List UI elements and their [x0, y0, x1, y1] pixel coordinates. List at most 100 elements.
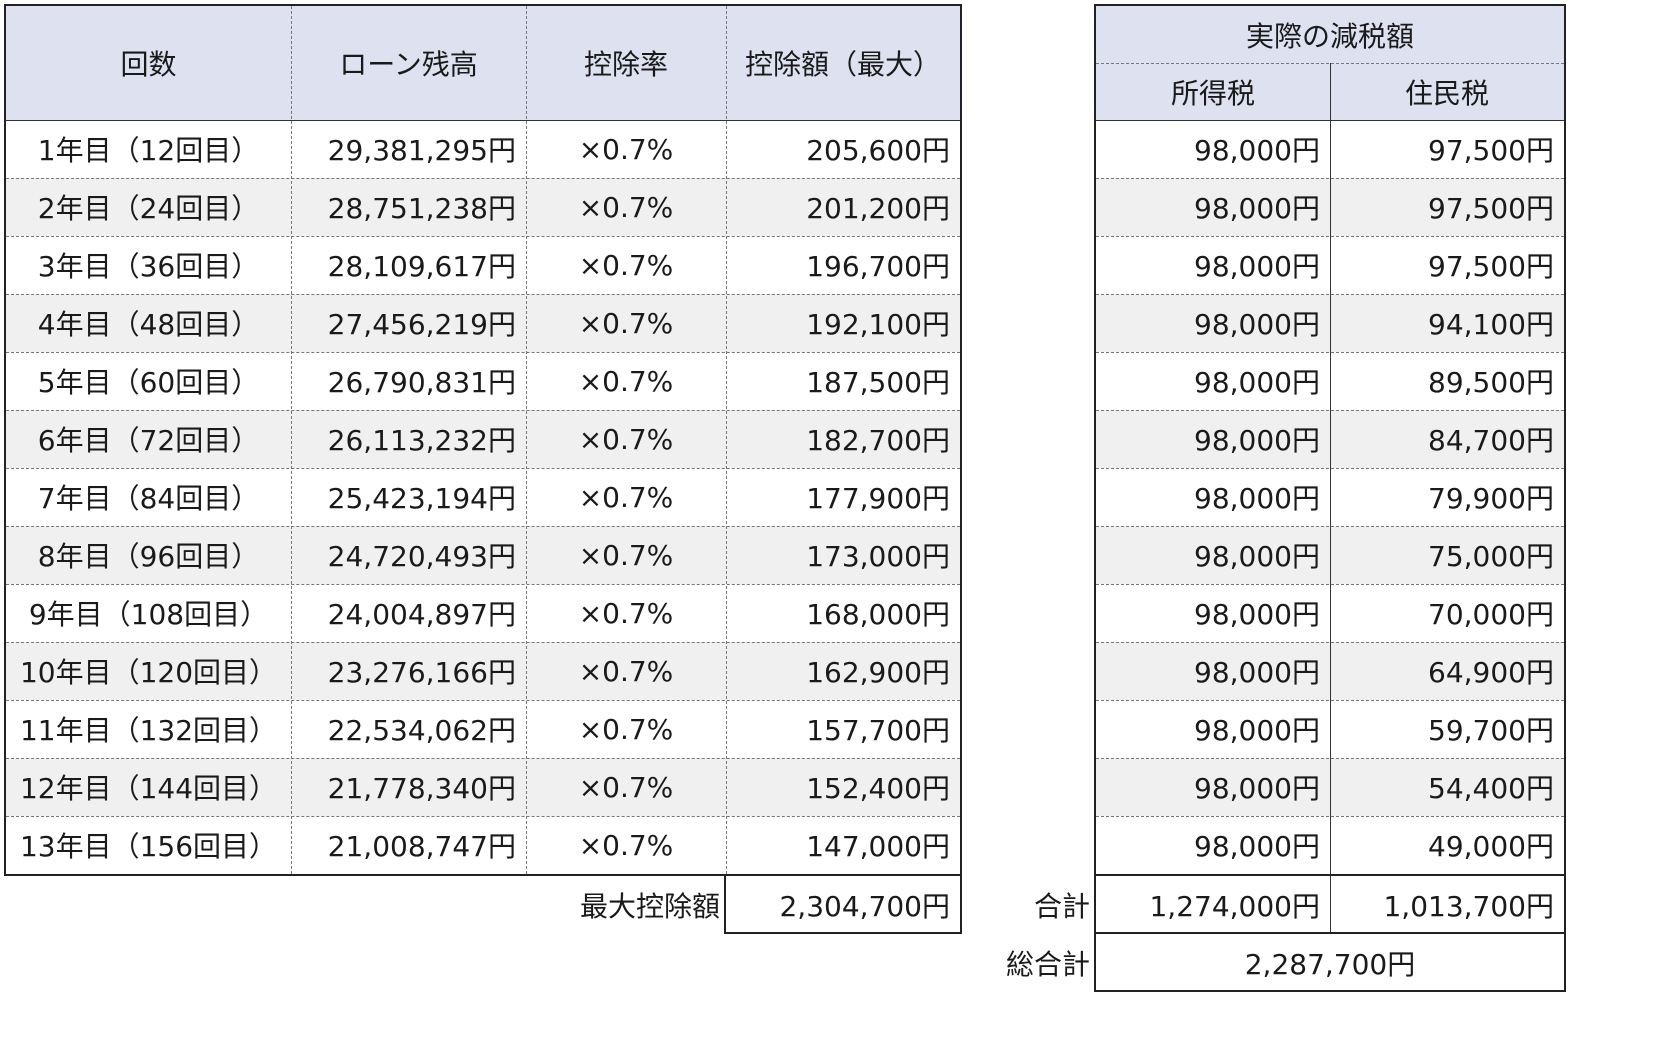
rate-cell: ×0.7% — [578, 828, 674, 862]
amount-cell: 177,900円 — [806, 482, 950, 515]
amount-cell: 187,500円 — [806, 366, 950, 399]
row-divider — [6, 410, 960, 411]
row-divider — [6, 584, 960, 585]
amount-cell: 168,000円 — [806, 598, 950, 631]
income-tax-cell: 98,000円 — [1096, 410, 1330, 468]
resident-tax-cell: 64,900円 — [1330, 642, 1564, 700]
period-cell: 2年目（24回目） — [6, 178, 291, 236]
balance-cell: 24,720,493円 — [291, 526, 526, 584]
header-loan-balance: ローン残高 — [291, 6, 526, 120]
grand-total-value: 2,287,700円 — [1244, 948, 1416, 981]
income-tax-cell: 98,000円 — [1194, 598, 1320, 631]
period-cell: 12年目（144回目） — [6, 758, 291, 816]
subtotal-label: 合計 — [1033, 890, 1090, 923]
resident-tax-cell: 97,500円 — [1330, 178, 1564, 236]
income-tax-cell: 98,000円 — [1194, 830, 1320, 863]
header-deduction-rate: 控除率 — [526, 6, 726, 120]
max-deduction-value: 2,304,700円 — [779, 890, 950, 923]
balance-cell: 23,276,166円 — [291, 642, 526, 700]
rate-cell: ×0.7% — [526, 178, 726, 236]
rate-cell: ×0.7% — [578, 712, 674, 746]
row-divider — [6, 178, 960, 179]
column-divider — [526, 6, 527, 874]
resident-tax-cell: 70,000円 — [1428, 598, 1554, 631]
row-divider — [6, 120, 960, 121]
balance-cell: 21,008,747円 — [327, 830, 516, 863]
income-tax-cell: 98,000円 — [1194, 482, 1320, 515]
balance-cell: 24,004,897円 — [327, 598, 516, 631]
period-cell: 1年目（12回目） — [37, 134, 260, 167]
amount-cell: 157,700円 — [806, 714, 950, 747]
balance-cell: 25,423,194円 — [327, 482, 516, 515]
header-kaisu: 回数 — [6, 6, 291, 120]
resident-tax-cell: 49,000円 — [1428, 830, 1554, 863]
period-cell: 4年目（48回目） — [6, 294, 291, 352]
header-deduction-amount: 控除額（最大） — [726, 6, 960, 120]
row-divider — [6, 236, 960, 237]
subtotal-divider — [1330, 876, 1331, 934]
amount-cell: 182,700円 — [726, 410, 960, 468]
amount-cell: 205,600円 — [806, 134, 950, 167]
period-cell: 9年目（108回目） — [28, 598, 269, 631]
max-deduction-box — [724, 874, 962, 934]
balance-cell: 21,778,340円 — [291, 758, 526, 816]
subtotal-income-tax: 1,274,000円 — [1149, 890, 1320, 923]
rate-cell: ×0.7% — [526, 642, 726, 700]
row-divider — [6, 294, 960, 295]
rate-cell: ×0.7% — [526, 410, 726, 468]
resident-tax-cell: 97,500円 — [1428, 250, 1554, 283]
balance-cell: 29,381,295円 — [327, 134, 516, 167]
header-income-tax: 所得税 — [1096, 63, 1330, 120]
balance-cell: 22,534,062円 — [327, 714, 516, 747]
amount-cell: 162,900円 — [726, 642, 960, 700]
balance-cell: 28,751,238円 — [291, 178, 526, 236]
row-divider — [6, 468, 960, 469]
left-table-border — [4, 4, 962, 876]
amount-cell: 147,000円 — [806, 830, 950, 863]
balance-cell: 26,790,831円 — [327, 366, 516, 399]
row-divider — [6, 700, 960, 701]
income-tax-cell: 98,000円 — [1194, 714, 1320, 747]
resident-tax-cell: 54,400円 — [1330, 758, 1564, 816]
period-cell: 10年目（120回目） — [6, 642, 291, 700]
income-tax-cell: 98,000円 — [1096, 294, 1330, 352]
grand-total-label: 総合計 — [1005, 948, 1090, 981]
resident-tax-cell: 97,500円 — [1428, 134, 1554, 167]
period-cell: 11年目（132回目） — [19, 714, 278, 747]
resident-tax-cell: 59,700円 — [1428, 714, 1554, 747]
amount-cell: 152,400円 — [726, 758, 960, 816]
rate-cell: ×0.7% — [578, 480, 674, 514]
income-tax-cell: 98,000円 — [1096, 758, 1330, 816]
period-cell: 13年目（156回目） — [19, 830, 278, 863]
rate-cell: ×0.7% — [578, 596, 674, 630]
resident-tax-cell: 89,500円 — [1428, 366, 1554, 399]
row-divider — [6, 352, 960, 353]
right-table-border — [1094, 4, 1566, 876]
period-cell: 3年目（36回目） — [37, 250, 260, 283]
resident-tax-cell: 75,000円 — [1330, 526, 1564, 584]
header-actual-reduction: 実際の減税額 — [1096, 6, 1564, 63]
subtotal-resident-tax: 1,013,700円 — [1383, 890, 1554, 923]
rate-cell: ×0.7% — [578, 364, 674, 398]
income-tax-cell: 98,000円 — [1194, 250, 1320, 283]
grand-total-box — [1094, 932, 1566, 992]
rate-cell: ×0.7% — [526, 526, 726, 584]
row-divider — [6, 526, 960, 527]
row-divider — [6, 816, 960, 817]
income-tax-cell: 98,000円 — [1096, 526, 1330, 584]
income-tax-cell: 98,000円 — [1194, 366, 1320, 399]
amount-cell: 201,200円 — [726, 178, 960, 236]
resident-tax-cell: 84,700円 — [1330, 410, 1564, 468]
rate-cell: ×0.7% — [578, 132, 674, 166]
rate-cell: ×0.7% — [526, 294, 726, 352]
max-deduction-label: 最大控除額 — [579, 890, 720, 923]
amount-cell: 192,100円 — [726, 294, 960, 352]
header-resident-tax: 住民税 — [1330, 63, 1564, 120]
resident-tax-cell: 79,900円 — [1428, 482, 1554, 515]
amount-cell: 196,700円 — [806, 250, 950, 283]
period-cell: 7年目（84回目） — [37, 482, 260, 515]
income-tax-cell: 98,000円 — [1194, 134, 1320, 167]
rate-cell: ×0.7% — [526, 758, 726, 816]
column-divider — [1330, 63, 1331, 874]
balance-cell: 26,113,232円 — [291, 410, 526, 468]
